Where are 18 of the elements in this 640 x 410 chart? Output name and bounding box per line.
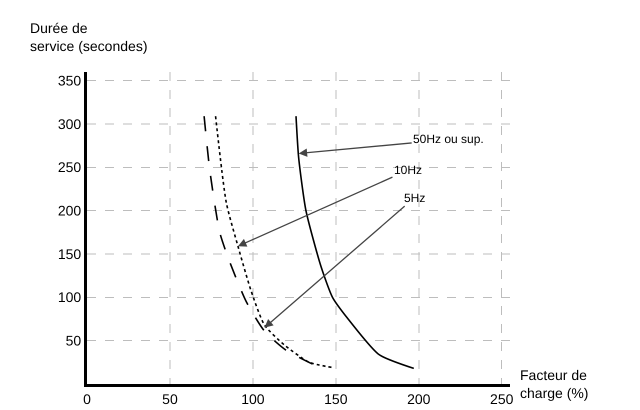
x-axis-title: Facteur de charge (%): [520, 367, 588, 402]
y-tick-label: 200: [58, 202, 82, 219]
annotation: 10Hz: [394, 163, 422, 177]
y-tick-label: 250: [58, 159, 82, 176]
y-tick-label: 350: [58, 72, 82, 89]
x-tick-label: 50: [162, 390, 178, 407]
y-tick-label: 150: [58, 246, 82, 262]
y-tick-label: 100: [58, 289, 82, 306]
x-tick-label: 250: [490, 390, 514, 407]
x-tick-label: 100: [241, 390, 265, 407]
annotation: 5Hz: [404, 191, 426, 205]
x-tick-label: 0: [83, 390, 92, 407]
x-tick-label: 200: [407, 390, 431, 407]
annotation: 50Hz ou sup.: [413, 132, 484, 146]
y-tick-label: 300: [58, 116, 82, 132]
x-tick-label: 150: [324, 390, 348, 407]
y-axis-title: Durée de service (secondes): [30, 20, 148, 54]
y-tick-label: 50: [66, 332, 82, 349]
